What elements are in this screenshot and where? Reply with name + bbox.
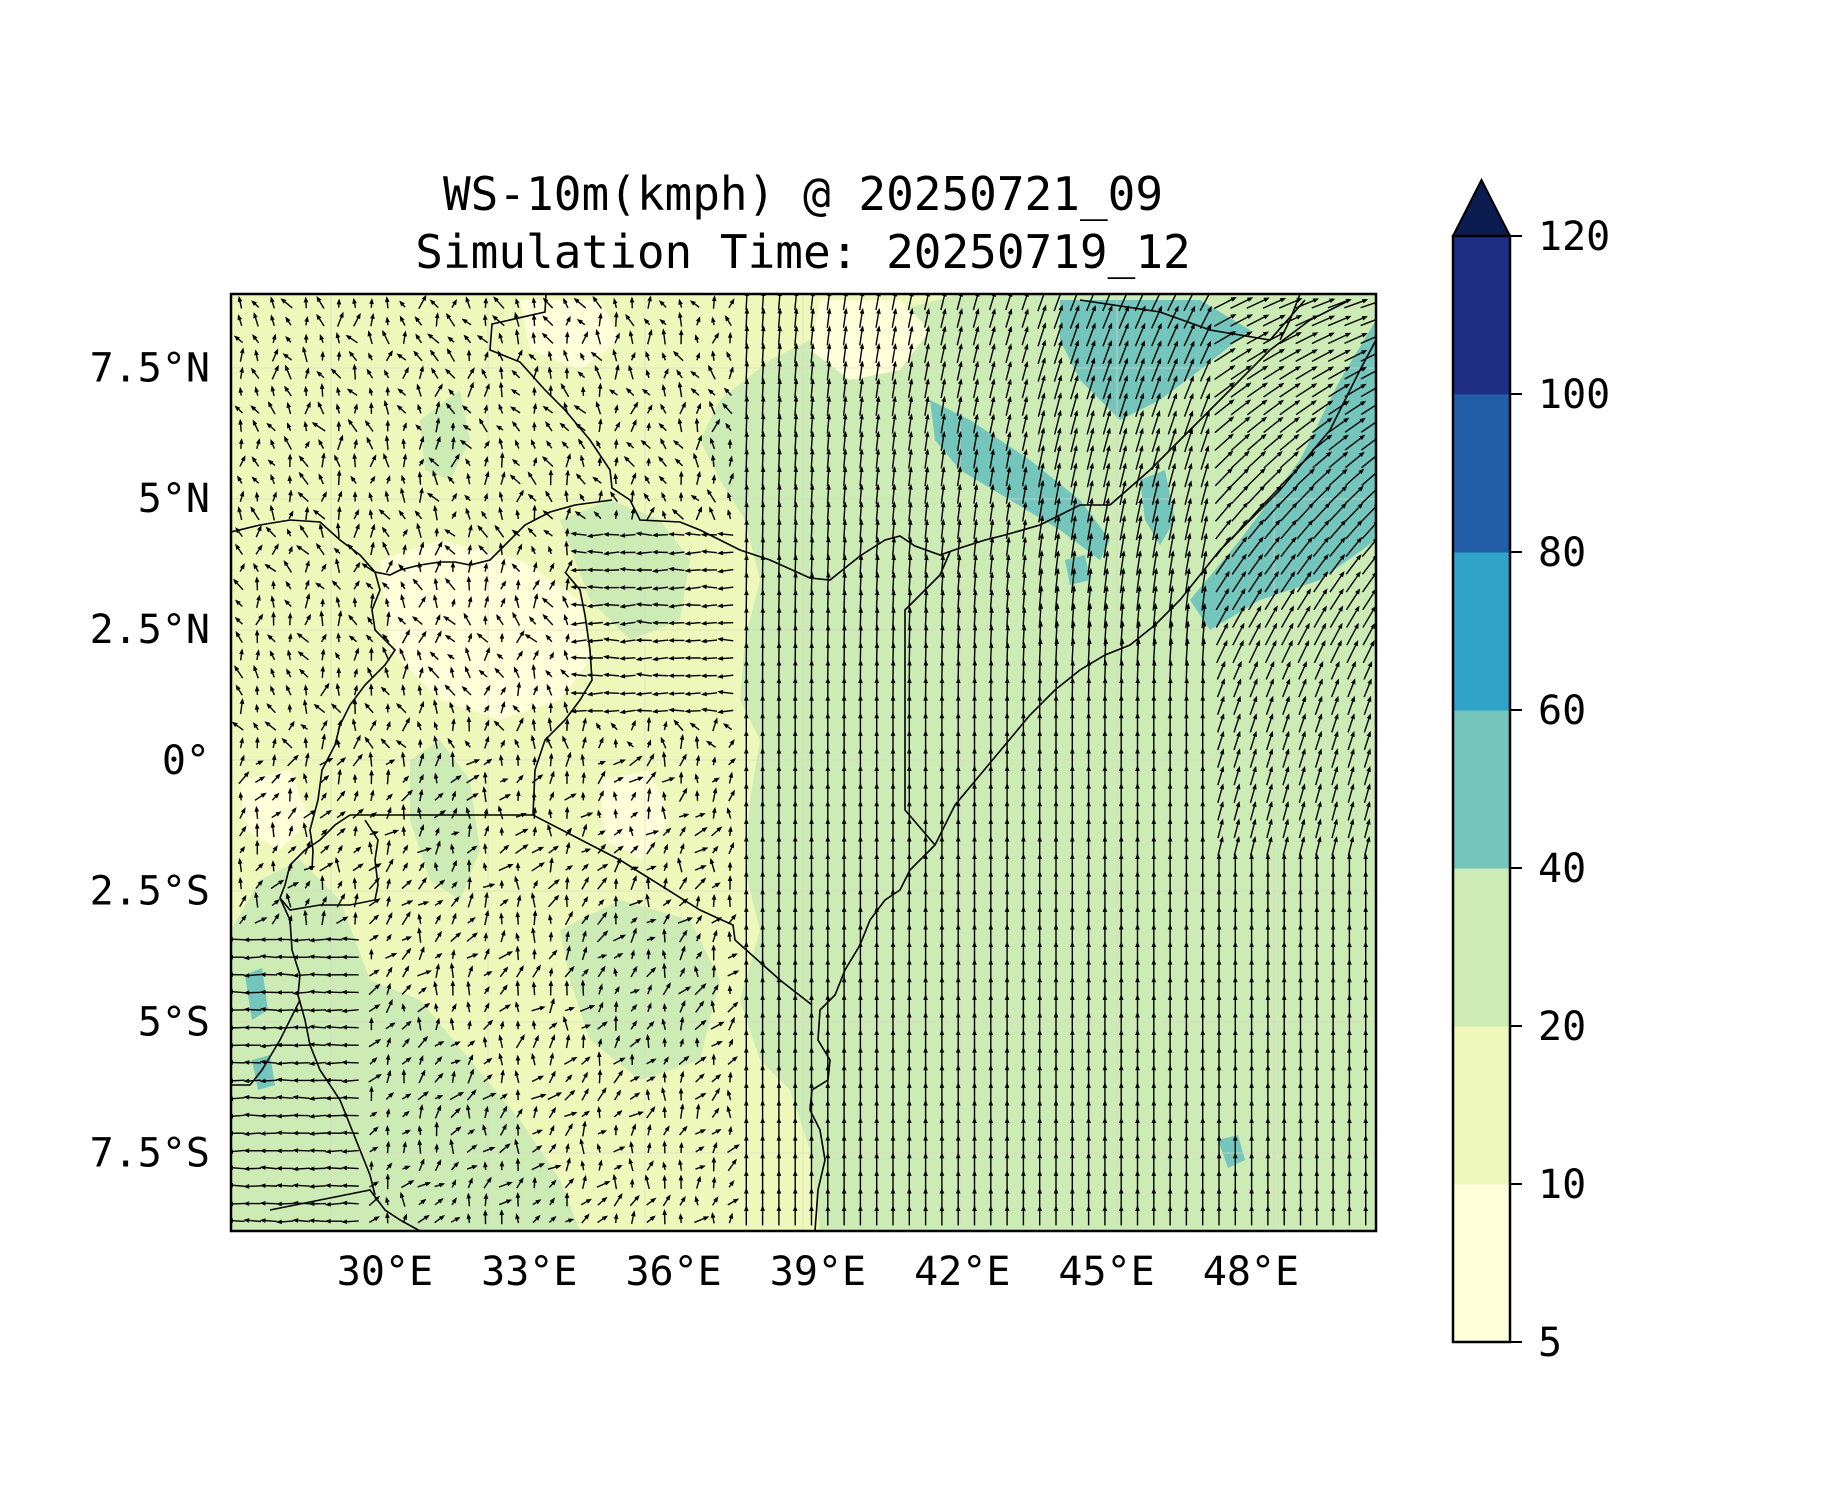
y-tick-label: 0°: [162, 738, 210, 784]
colorbar-tick-label: 80: [1538, 530, 1586, 576]
border-rwanda-burundi: [279, 814, 379, 911]
colorbar-extend-arrow: [1451, 177, 1512, 237]
colorbar-tick-label: 10: [1538, 1162, 1586, 1208]
colorbar-tick-label: 120: [1538, 214, 1610, 260]
x-tick-label: 39°E: [770, 1249, 866, 1295]
x-tick-label: 48°E: [1203, 1249, 1299, 1295]
colorbar-tick-label: 40: [1538, 846, 1586, 892]
colorbar: 5 10 20 40 60 80 100 120: [1451, 177, 1610, 1366]
y-tick-label: 7.5°N: [90, 345, 210, 391]
coastline-east-africa: [809, 339, 1376, 1231]
border-tanzania-north: [350, 814, 813, 1006]
wind-field-40-60-band: [930, 400, 1110, 560]
colorbar-bin: [1453, 1184, 1510, 1343]
wind-field-5-10-patch-2: [810, 300, 930, 380]
wind-field-40-60-patch-4: [245, 968, 268, 1020]
colorbar-bin: [1453, 1026, 1510, 1185]
border-uganda-kenya: [532, 571, 593, 816]
wind-field-40-60-north: [1060, 300, 1250, 420]
x-tick-label: 30°E: [337, 1249, 433, 1295]
y-tick-label: 2.5°S: [90, 869, 210, 915]
wind-field-40-60-patch-3: [1218, 1135, 1245, 1168]
border-tanzania-west: [279, 897, 376, 1196]
wind-field-20-40-patch-south: [560, 900, 720, 1080]
border-tanzania-zambia: [269, 1189, 421, 1231]
title-line-1: WS-10m(kmph) @ 20250721_09: [443, 167, 1163, 221]
colorbar-tick-label: 100: [1538, 372, 1610, 418]
colorbar-bin: [1453, 394, 1510, 553]
wind-field-40-60-patch-1: [1140, 470, 1175, 545]
colorbar-frame: [1451, 234, 1512, 1344]
y-tick-label: 7.5°S: [90, 1130, 210, 1176]
x-tick-label: 45°E: [1058, 1249, 1154, 1295]
colorbar-tick-label: 20: [1538, 1004, 1586, 1050]
x-tick-label: 33°E: [481, 1249, 577, 1295]
border-djibouti-area: [1279, 294, 1301, 341]
border-south-sudan-uganda: [231, 499, 613, 576]
border-ethiopia-somalia-north: [1079, 299, 1351, 506]
wind-field-20-40-ocean: [700, 294, 1376, 1231]
colorbar-bin: [1453, 552, 1510, 711]
colorbar-tick-label: 5: [1538, 1320, 1562, 1366]
map-frame: [229, 292, 1378, 1233]
colorbar-bin: [1453, 710, 1510, 869]
colorbar-bin: [1453, 868, 1510, 1027]
title-line-2: Simulation Time: 20250719_12: [415, 225, 1190, 279]
map-gridlines: [231, 294, 1376, 1231]
country-borders: [231, 294, 1376, 1231]
wind-vectors: [231, 294, 1376, 1226]
axis-ticks: 30°E 33°E 36°E 39°E 42°E 45°E 48°E 7.5°N 5°N 2.5°…: [90, 345, 1300, 1295]
border-drc-lake-west: [231, 999, 301, 1086]
map-panel: [231, 294, 1376, 1231]
wind-field-40-60-patch-2: [1065, 555, 1090, 585]
border-kenya-somalia: [904, 551, 951, 846]
x-tick-label: 42°E: [914, 1249, 1010, 1295]
colorbar-tick-label: 60: [1538, 688, 1586, 734]
border-south-sudan-ethiopia: [489, 294, 1110, 581]
wind-field-20-40-patch-lakes: [410, 740, 480, 900]
x-tick-label: 36°E: [625, 1249, 721, 1295]
wind-field-20-40-patch-west: [231, 860, 580, 1231]
y-tick-label: 5°S: [138, 1000, 210, 1046]
colorbar-bin: [1453, 236, 1510, 395]
y-tick-label: 2.5°N: [90, 607, 210, 653]
border-uganda-drc: [309, 571, 397, 871]
wind-field-40-60-east: [1190, 320, 1376, 630]
y-tick-label: 5°N: [138, 476, 210, 522]
